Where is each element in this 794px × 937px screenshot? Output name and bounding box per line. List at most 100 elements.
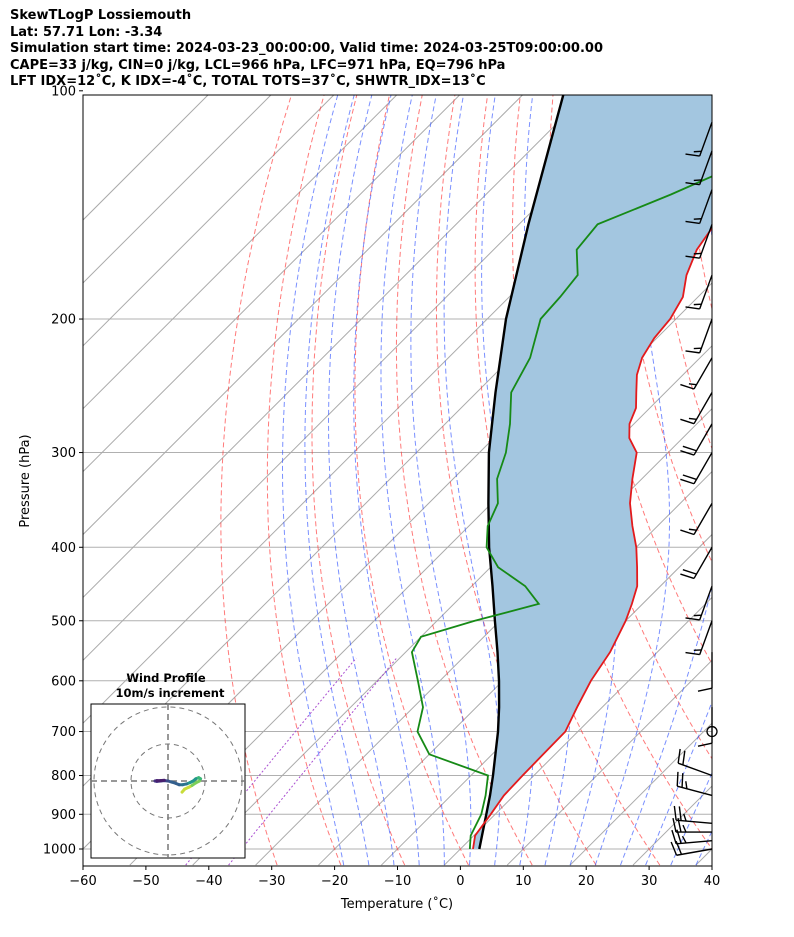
wind-barb-staff: [693, 357, 713, 390]
isotherm-line: [83, 95, 650, 662]
wind-barb-feather: [683, 813, 687, 822]
x-tick-label: 0: [456, 874, 464, 889]
wind-barb-staff: [677, 785, 713, 797]
y-tick-label: 400: [51, 541, 76, 556]
hodograph-title: Wind Profile: [126, 671, 206, 685]
wind-barb-staff: [693, 452, 713, 485]
isotherm-line: [83, 95, 272, 284]
wind-barb-feather: [685, 651, 700, 656]
x-tick-label: 40: [704, 874, 721, 889]
wind-barb-feather: [682, 445, 697, 452]
isotherm-line: [83, 95, 587, 599]
wind-barb: [671, 829, 713, 845]
wind-barb-staff: [676, 819, 713, 825]
wind-barb-feather: [680, 478, 695, 485]
wind-barb-feather: [680, 450, 695, 456]
wind-barb-feather: [685, 781, 688, 789]
dry-adiabat-line: [220, 95, 292, 866]
wind-barb-feather: [682, 569, 697, 575]
mixing-ratio-line: [185, 657, 357, 866]
moist-adiabat-line: [410, 95, 472, 866]
isotherm-line: [83, 95, 335, 347]
wind-barb: [680, 546, 713, 580]
x-axis-label: Temperature (˚C): [340, 896, 453, 912]
y-tick-label: 800: [51, 769, 76, 784]
wind-barb-feather: [682, 824, 687, 833]
wind-barb: [680, 392, 713, 425]
wind-barb: [697, 707, 713, 747]
dry-adiabat-line: [716, 91, 794, 865]
wind-barb: [685, 150, 713, 186]
wind-barb-staff: [676, 839, 713, 845]
wind-barb-feather: [685, 306, 700, 310]
moist-adiabat-line: [481, 95, 535, 866]
wind-barb-staff: [693, 546, 713, 579]
y-tick-label: 500: [51, 614, 76, 629]
wind-barb: [685, 620, 713, 656]
moist-adiabat-line: [645, 700, 712, 866]
stability-indices-1: CAPE=33 j/kg, CIN=0 j/kg, LCL=966 hPa, L…: [10, 57, 506, 73]
wind-barb-feather: [682, 750, 686, 766]
wind-barb-feather: [682, 474, 697, 481]
wind-barb: [676, 771, 713, 797]
wind-barb-feather: [671, 829, 677, 845]
dry-adiabat-line: [395, 95, 533, 866]
hodograph-ring: [93, 706, 243, 856]
wind-barb-feather: [697, 687, 713, 692]
isotherm-line: [83, 95, 461, 473]
wind-barb-feather: [673, 805, 677, 821]
isotherm-line: [506, 659, 712, 866]
simulation-times: Simulation start time: 2024-03-23_00:00:…: [10, 41, 603, 56]
wind-barb: [673, 805, 713, 825]
wind-barb-feather: [681, 773, 684, 788]
parcel-path-line: [478, 95, 565, 850]
wind-barb-feather: [680, 529, 695, 536]
wind-barb-staff: [699, 585, 713, 621]
dry-adiabat-line: [354, 95, 469, 866]
chart-header: SkewTLogP Lossiemouth Lat: 57.71 Lon: -3…: [10, 8, 603, 91]
x-tick-label: −10: [384, 874, 411, 889]
isotherm-line: [83, 95, 524, 536]
moist-adiabat-line: [443, 95, 501, 866]
dry-adiabat-line: [266, 95, 342, 866]
wind-barb-staff: [699, 224, 713, 259]
wind-barb-feather: [685, 617, 700, 621]
dewpoint-line: [410, 175, 712, 850]
wind-barb-staff: [699, 620, 713, 655]
wind-barb: [685, 121, 713, 157]
wind-barb-feather: [685, 350, 700, 354]
wind-barb-feather: [685, 255, 700, 259]
wind-barb-feather: [697, 742, 713, 747]
isotherm-line: [443, 596, 712, 866]
wind-barb-feather: [680, 383, 695, 390]
hodograph-subtitle: 10m/s increment: [116, 686, 225, 700]
wind-barb: [680, 357, 713, 390]
wind-barb-staff: [677, 762, 713, 777]
wind-barb: [685, 318, 713, 354]
dry-adiabat-line: [650, 95, 712, 450]
wind-barb-staff: [676, 848, 713, 856]
hodograph-ring: [130, 743, 206, 819]
moist-adiabat-line: [670, 771, 712, 866]
stability-indices-2: LFT IDX=12˚C, K IDX=-4˚C, TOTAL TOTS=37˚…: [10, 74, 486, 89]
isotherm-line: [318, 470, 712, 866]
wind-barb-staff: [693, 502, 713, 535]
wind-barb-feather: [685, 182, 700, 186]
x-tick-label: 20: [578, 874, 595, 889]
y-tick-label: 200: [51, 313, 76, 328]
dry-adiabat-line: [311, 95, 406, 866]
wind-barb-feather: [672, 817, 677, 833]
wind-barb: [685, 585, 713, 621]
temperature-line: [472, 226, 712, 850]
wind-barb-feather: [685, 153, 700, 157]
dry-adiabat-line: [749, 91, 794, 865]
wind-barb-staff: [693, 423, 713, 456]
wind-barb-feather: [680, 418, 695, 425]
wind-barb-feather: [680, 573, 695, 580]
wind-barbs: [670, 121, 718, 856]
wind-barb-feather: [676, 771, 679, 787]
wind-barb: [680, 452, 713, 485]
wind-barb-feather: [678, 806, 682, 821]
moist-adiabat-line: [594, 95, 670, 866]
x-tick-label: −30: [258, 874, 285, 889]
